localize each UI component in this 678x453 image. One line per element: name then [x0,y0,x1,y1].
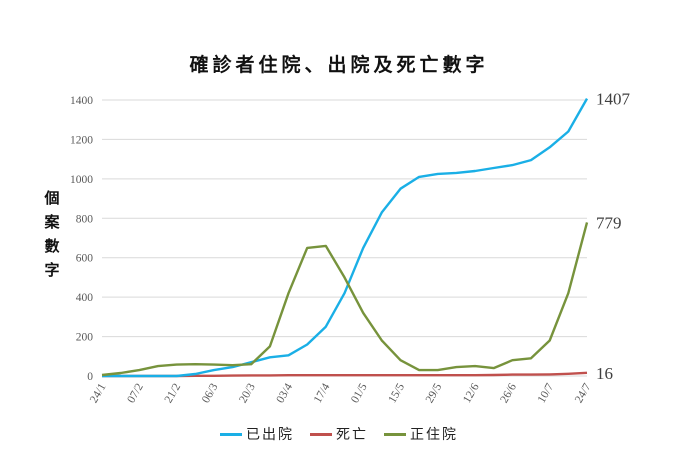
x-tick-label: 17/4 [312,381,333,405]
legend-swatch-icon [384,432,406,436]
y-axis-label-char: 案 [44,213,60,231]
legend-item-hospitalised[interactable]: 正住院 [384,424,458,444]
x-axis-ticks: 24/1 07/2 21/2 06/3 20/3 03/4 17/4 01/5 15/5 29/5… [88,381,594,405]
x-tick-label: 01/5 [349,381,370,405]
y-axis-label-char: 字 [44,261,60,279]
y-axis-label: 個 案 數 字 [42,186,62,282]
x-tick-label: 06/3 [200,381,221,405]
y-axis-ticks: 0 200 400 600 800 1000 1200 1400 [70,95,93,383]
y-tick-label: 1000 [70,174,93,186]
x-tick-label: 24/7 [573,381,594,405]
series-end-labels: 1407 16 779 [596,90,631,383]
chart-legend: 已出院 死亡 正住院 [0,424,678,444]
legend-swatch-icon [220,432,242,436]
x-tick-label: 29/5 [424,381,445,405]
y-tick-label: 1200 [70,134,93,146]
y-tick-label: 200 [76,332,94,344]
series-lines [101,98,589,378]
x-tick-label: 24/1 [88,381,109,405]
gridlines [102,99,587,377]
series-end-label: 16 [596,364,613,383]
chart-title: 確診者住院、出院及死亡數字 [189,54,489,76]
y-tick-label: 800 [76,213,94,225]
legend-label: 已出院 [246,427,294,443]
x-tick-label: 07/2 [125,381,146,405]
legend-item-deaths[interactable]: 死亡 [310,424,368,444]
x-tick-label: 26/6 [498,381,519,405]
x-tick-label: 15/5 [386,381,407,405]
x-tick-label: 20/3 [237,381,258,405]
series-end-label: 1407 [596,90,631,109]
series-line [102,98,589,378]
series-end-label: 779 [596,213,622,232]
legend-item-discharged[interactable]: 已出院 [220,424,294,444]
y-tick-label: 1400 [70,95,93,107]
x-tick-label: 10/7 [536,381,557,405]
x-tick-label: 12/6 [461,381,482,405]
series-line [101,222,589,377]
y-tick-label: 600 [76,253,94,265]
x-tick-label: 21/2 [163,381,184,405]
legend-label: 正住院 [410,427,458,443]
y-tick-label: 0 [87,371,93,383]
x-tick-label: 03/4 [275,381,296,405]
y-axis-label-char: 個 [44,189,60,207]
y-axis-label-char: 數 [44,237,60,255]
legend-label: 死亡 [336,427,368,443]
legend-swatch-icon [310,432,332,436]
y-tick-label: 400 [76,292,94,304]
